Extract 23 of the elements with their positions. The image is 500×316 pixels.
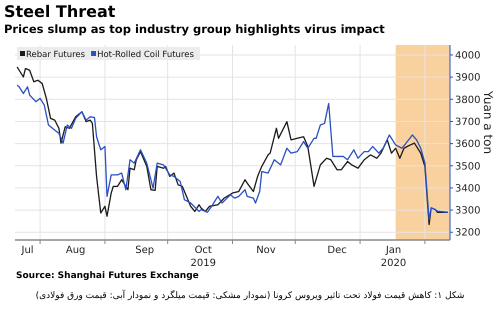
y-axis-title: Yuan a ton — [481, 90, 495, 154]
x-tick-label: Aug — [66, 245, 86, 256]
y-tick-label: 3300 — [455, 206, 480, 217]
y-tick-label: 3400 — [455, 183, 480, 194]
y-tick-label: 4000 — [455, 50, 480, 62]
y-tick-label: 3800 — [455, 94, 480, 106]
legend-label: Rebar Futures — [26, 50, 86, 60]
source-note: Source: Shanghai Futures Exchange — [16, 271, 199, 281]
legend-label: Hot-Rolled Coil Futures — [97, 50, 194, 60]
x-tick-label: Jul — [20, 245, 34, 256]
x-tick-label: Jan 2020 — [380, 245, 406, 269]
y-tick-label: 3500 — [455, 161, 480, 172]
title: Steel Threat — [4, 2, 116, 21]
y-tick-label: 3700 — [455, 116, 480, 128]
x-tick-label: Dec — [327, 245, 347, 256]
text: شکل ۱: کاهش قیمت فولاد تحت تاثیر ویروس کرونا (نمودار مشکی: قیمت میلگرد و نمودار آبی: قیمت ورق فولادی) — [36, 289, 464, 301]
x-tick-label: Sep — [135, 245, 154, 256]
subtitle: Prices slump as top industry group highlights virus impact — [4, 22, 385, 36]
x-tick-label: Nov — [256, 245, 276, 256]
y-tick-label: 3200 — [455, 228, 480, 239]
x-tick-label: Oct 2019 — [190, 245, 216, 269]
y-tick-label: 3900 — [455, 72, 480, 84]
y-tick-label: 3600 — [455, 139, 480, 150]
